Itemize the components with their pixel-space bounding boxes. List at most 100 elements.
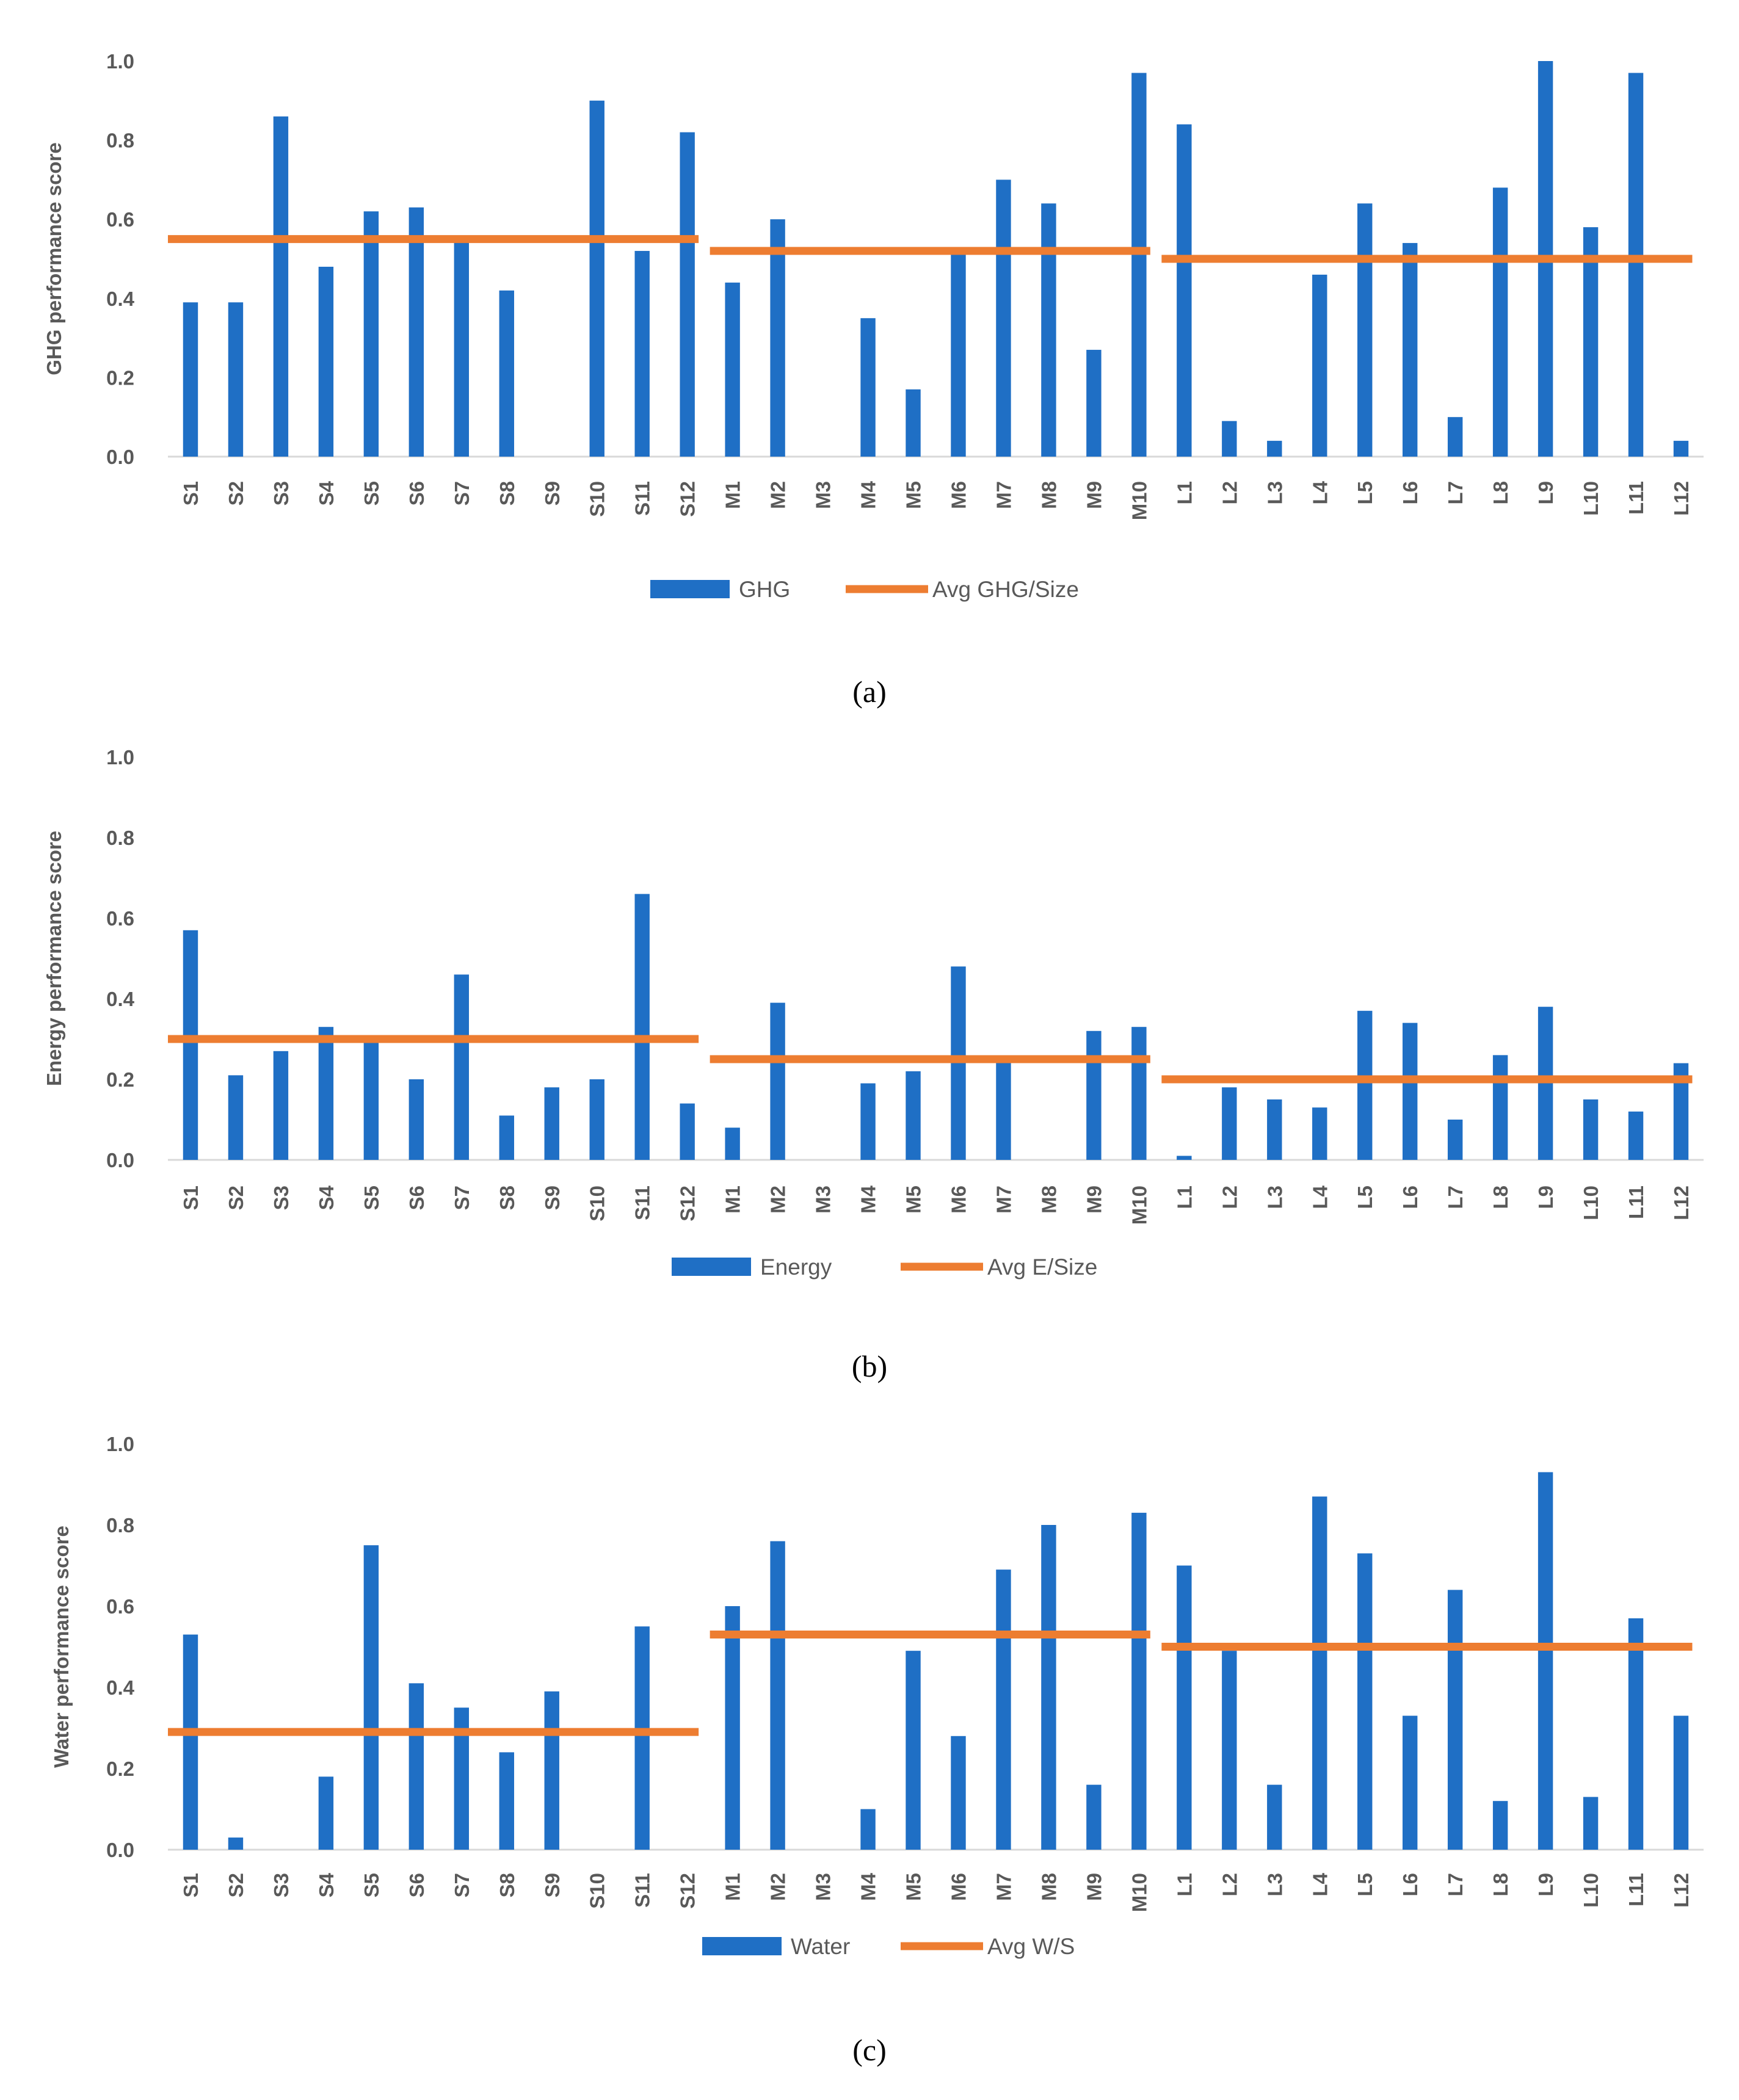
x-tick-label: M9 [1083,1873,1105,1901]
legend-label-average: Avg GHG/Size [932,577,1079,602]
bar-L3 [1267,1099,1282,1160]
x-tick-label: L11 [1625,481,1647,515]
bar-L7 [1447,1590,1463,1850]
x-tick-label: M10 [1128,481,1150,520]
ghg-chart-panel: 0.0 0.2 0.4 0.6 0.8 1.0 GHG performance score S… [43,50,1704,709]
x-tick-label: S10 [586,481,609,517]
x-tick-label: M1 [722,1873,744,1901]
x-tick-label: M4 [857,480,880,509]
bar-L6 [1402,243,1418,457]
bar-L11 [1628,1111,1644,1160]
bar-L6 [1402,1023,1418,1160]
x-tick-label: L5 [1354,1186,1376,1209]
bar-S1 [183,930,198,1160]
bar-L10 [1583,227,1599,457]
bar-M9 [1086,1030,1102,1160]
bar-M4 [860,318,876,457]
x-tick-label: L12 [1670,481,1693,516]
x-tick-label: L11 [1625,1873,1647,1906]
legend-label-bars: GHG [739,577,790,602]
x-tick-label: S10 [586,1873,609,1909]
bar-M9 [1086,1784,1102,1850]
bar-M4 [860,1083,876,1160]
y-axis-title: Energy performance score [43,831,65,1086]
x-tick-label: M8 [1037,1873,1060,1901]
x-tick-label: S10 [586,1186,609,1222]
x-tick-label: M3 [812,1873,835,1901]
y-tick-label: 1.0 [106,50,134,73]
panel-caption: (c) [852,2033,887,2067]
x-tick-label: L9 [1534,1873,1557,1897]
x-tick-label: M7 [992,1186,1015,1214]
x-tick-label: M1 [722,481,744,509]
x-tick-label: S1 [180,481,202,505]
bar-L2 [1222,421,1237,457]
legend-label-average: Avg E/Size [987,1255,1097,1280]
x-tick-label: M6 [947,481,970,509]
bar-M7 [996,1570,1011,1850]
bar-L10 [1583,1797,1599,1850]
x-tick-label: L8 [1489,1186,1512,1209]
bar-L5 [1357,1553,1373,1850]
x-tick-label: L6 [1399,1186,1421,1209]
bar-S9 [544,1691,559,1850]
y-axis-title: Water performance score [50,1526,73,1768]
x-tick-label: S3 [270,481,292,505]
bar-L4 [1312,1107,1327,1160]
bar-S7 [454,974,470,1160]
bar-L8 [1492,1801,1508,1850]
bar-S2 [228,1838,244,1850]
x-tick-label: S9 [541,1186,564,1210]
bar-L4 [1312,1496,1327,1850]
bar-L7 [1447,1120,1463,1160]
bar-M5 [906,1071,921,1160]
legend-bar-swatch [702,1937,782,1955]
bar-S5 [363,211,379,457]
bar-L3 [1267,1784,1282,1850]
bar-L11 [1628,1618,1644,1850]
bar-S9 [544,1087,559,1160]
bar-M10 [1131,1027,1147,1160]
bar-M10 [1131,73,1147,457]
bar-S4 [318,266,334,457]
bar-M6 [951,251,966,457]
x-tick-label: L2 [1218,1873,1241,1897]
x-tick-label: S12 [677,1873,699,1909]
x-tick-label: M1 [722,1186,744,1214]
bar-S1 [183,1634,198,1850]
x-tick-label: L12 [1670,1186,1693,1220]
x-tick-label: M10 [1128,1186,1150,1225]
x-tick-label: L11 [1625,1186,1647,1219]
x-tick-label: L8 [1489,1873,1512,1897]
bar-S10 [589,1079,604,1160]
y-tick-label: 0.0 [106,1149,134,1171]
x-tick-label: L1 [1173,481,1196,505]
bar-S2 [228,302,244,457]
bar-M2 [770,1002,785,1160]
bar-S3 [273,116,289,457]
bar-L11 [1628,73,1644,457]
bar-S8 [499,290,514,457]
bar-M6 [951,1736,966,1850]
y-tick-label: 0.4 [106,988,135,1010]
bar-L7 [1447,417,1463,457]
x-tick-label: M2 [767,1873,790,1901]
bar-L8 [1492,187,1508,457]
bar-M6 [951,966,966,1160]
panel-caption: (b) [852,1349,887,1383]
bar-S1 [183,302,198,457]
x-tick-label: S11 [631,1186,654,1220]
x-tick-label: S3 [270,1873,292,1897]
x-tick-label: M8 [1037,481,1060,509]
x-tick-label: S6 [405,1186,428,1210]
x-tick-label: M6 [947,1873,970,1901]
x-tick-label: M8 [1037,1186,1060,1214]
y-tick-label: 0.8 [106,129,134,152]
bar-L9 [1538,1472,1553,1850]
bar-M1 [725,282,740,457]
x-tick-label: L3 [1263,481,1286,505]
x-tick-label: S3 [270,1186,292,1210]
x-tick-label: L4 [1309,1185,1331,1209]
energy-chart-panel: 0.0 0.2 0.4 0.6 0.8 1.0 Energy performance sco… [43,746,1704,1383]
x-tick-label: M4 [857,1872,880,1900]
